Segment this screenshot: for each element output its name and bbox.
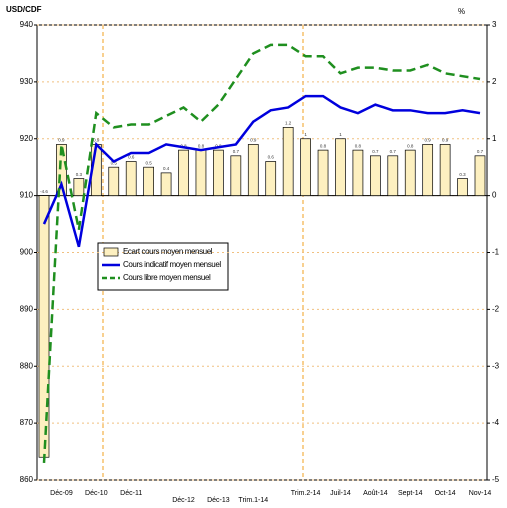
legend — [97, 242, 229, 291]
x-tick-label: Déc-13 — [207, 497, 230, 504]
legend-label: Cours libre moyen mensuel — [123, 273, 211, 282]
bar — [352, 149, 364, 196]
x-tick-label: Sept-14 — [398, 490, 423, 497]
y-tick-label: 910 — [20, 191, 34, 200]
y2-tick-label: 0 — [492, 191, 497, 200]
y-tick-label: 890 — [20, 304, 34, 313]
bar — [160, 172, 172, 196]
value-label: 0.8 — [355, 143, 362, 148]
y2-axis-label: % — [458, 7, 465, 16]
value-label: 0.5 — [111, 160, 118, 165]
value-label: 0.8 — [320, 143, 327, 148]
value-label: 0.8 — [407, 143, 414, 148]
value-label: 0.7 — [372, 149, 379, 154]
bar — [108, 166, 120, 196]
y2-tick-label: -2 — [492, 304, 500, 313]
value-label: 1 — [304, 132, 307, 137]
bar — [422, 144, 434, 196]
y2-tick-label: -4 — [492, 418, 500, 427]
bar — [125, 161, 137, 196]
value-label: 0.9 — [93, 138, 100, 143]
y-tick-label: 860 — [20, 475, 34, 484]
value-label: 0.3 — [459, 172, 466, 177]
bar — [335, 138, 346, 196]
value-label: 0.8 — [180, 143, 187, 148]
y2-tick-label: 2 — [492, 77, 497, 86]
bar — [56, 144, 67, 196]
value-label: 0.6 — [268, 155, 275, 160]
y-tick-label: 870 — [20, 418, 34, 427]
y2-tick-label: -3 — [492, 361, 500, 370]
bar — [143, 166, 154, 196]
bar — [300, 138, 311, 196]
bar — [457, 178, 468, 196]
y-tick-label: 900 — [20, 248, 34, 257]
value-label: 0.8 — [215, 143, 222, 148]
bar — [73, 178, 85, 196]
legend-label: Ecart cours moyen mensuel — [123, 247, 213, 256]
x-tick-label: Trim.1-14 — [238, 497, 268, 504]
x-tick-label: Trim.2-14 — [291, 490, 321, 497]
y2-tick-label: -5 — [492, 475, 500, 484]
y2-tick-label: 3 — [492, 20, 497, 29]
value-label: 0.9 — [442, 138, 449, 143]
x-tick-label: Août-14 — [363, 490, 388, 497]
bar — [370, 155, 381, 196]
value-label: 0.4 — [163, 166, 170, 171]
bar — [474, 155, 486, 196]
y-tick-label: 940 — [20, 20, 34, 29]
y-axis-label: USD/CDF — [6, 5, 42, 14]
bar — [213, 149, 224, 196]
value-label: 0.5 — [146, 160, 153, 165]
value-label: 1 — [339, 132, 342, 137]
value-label: 1.2 — [285, 121, 292, 126]
legend-label: Cours indicatif moyen mensuel — [123, 260, 221, 269]
y2-tick-label: -1 — [492, 248, 500, 257]
y2-tick-label: 1 — [492, 134, 497, 143]
bar — [195, 149, 207, 196]
value-label: 0.9 — [58, 138, 65, 143]
x-tick-label: Déc-11 — [120, 490, 142, 497]
x-tick-label: Déc-10 — [85, 490, 108, 497]
bar — [247, 144, 259, 196]
bar — [230, 155, 242, 196]
bar — [317, 149, 329, 196]
bar — [178, 149, 189, 196]
value-label: 0.7 — [233, 149, 240, 154]
bar — [282, 127, 294, 196]
y-tick-label: 880 — [20, 361, 34, 370]
value-label: -4.6 — [40, 189, 48, 194]
line — [42, 94, 481, 248]
value-label: 0.9 — [250, 138, 257, 143]
line — [42, 43, 481, 464]
value-label: 0.6 — [128, 155, 135, 160]
value-label: 0.9 — [425, 138, 432, 143]
legend-swatch — [103, 247, 119, 257]
x-tick-label: Juil-14 — [330, 490, 351, 497]
x-tick-label: Oct-14 — [435, 490, 456, 497]
y-tick-label: 930 — [20, 77, 34, 86]
x-tick-label: Déc-09 — [50, 490, 73, 497]
value-label: 0.3 — [76, 172, 83, 177]
value-label: 0.7 — [477, 149, 484, 154]
x-tick-label: Nov-14 — [469, 490, 492, 497]
value-label: 0.8 — [198, 143, 205, 148]
bar — [439, 144, 451, 196]
value-label: 0.7 — [390, 149, 397, 154]
bar — [387, 155, 399, 196]
y-tick-label: 920 — [20, 134, 34, 143]
bar — [265, 161, 277, 196]
x-tick-label: Déc-12 — [172, 497, 195, 504]
bar — [404, 149, 416, 196]
